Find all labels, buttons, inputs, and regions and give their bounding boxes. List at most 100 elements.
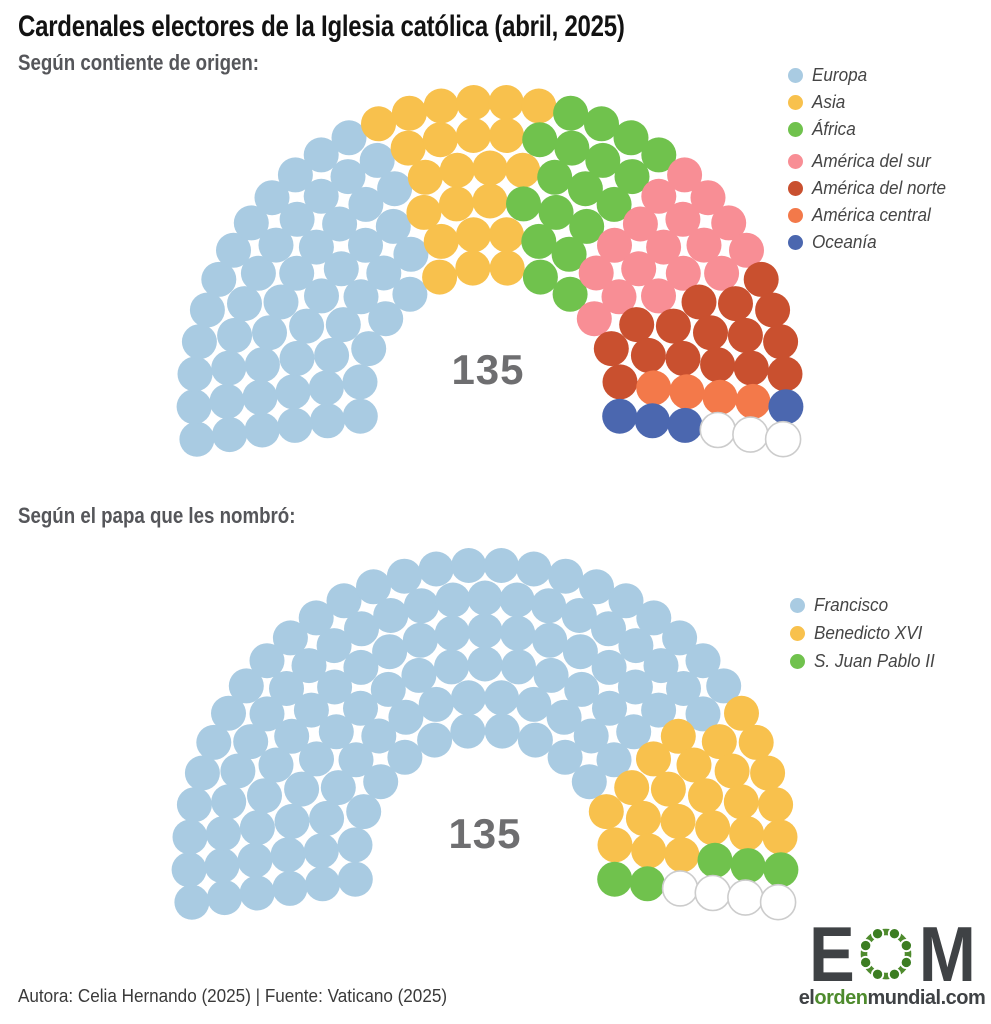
seat <box>489 250 525 286</box>
seat <box>700 347 736 383</box>
seat <box>643 648 679 684</box>
seat <box>763 324 799 360</box>
seat <box>363 764 399 800</box>
legend-item: América del sur <box>788 148 953 175</box>
seat <box>456 217 491 253</box>
seat <box>685 643 721 679</box>
legend-item: Francisco <box>790 591 941 619</box>
empty-seat <box>699 411 737 449</box>
legend-swatch-icon <box>788 95 803 110</box>
seat <box>242 379 278 415</box>
seat <box>348 186 384 222</box>
seat <box>212 417 248 453</box>
seat <box>263 284 299 320</box>
seat <box>240 255 276 291</box>
seat <box>233 724 269 760</box>
seat <box>743 261 779 297</box>
logo-ring-o-icon <box>858 927 913 981</box>
seat <box>330 159 366 195</box>
chart2-legend: Francisco Benedicto XVI S. Juan Pablo II <box>790 591 941 675</box>
seat <box>551 236 587 272</box>
seat <box>554 130 590 166</box>
legend-label: América central <box>812 205 931 225</box>
seat <box>322 206 358 242</box>
seat <box>516 686 552 722</box>
seat <box>522 122 558 158</box>
seat <box>686 227 722 263</box>
seat <box>578 255 614 291</box>
seat <box>274 718 310 754</box>
seat <box>451 680 486 716</box>
legend-label: Oceanía <box>812 232 877 252</box>
seat <box>342 398 378 434</box>
seat <box>762 819 798 855</box>
seat <box>244 412 280 448</box>
seat <box>591 649 627 685</box>
seat <box>450 713 486 749</box>
seat <box>356 569 391 605</box>
chart2-total-label: 135 <box>448 810 522 857</box>
seat <box>665 201 701 237</box>
seat <box>309 800 345 836</box>
seat <box>636 370 672 406</box>
seat <box>714 753 750 789</box>
seat <box>274 803 310 839</box>
seat <box>298 600 334 636</box>
seat <box>596 742 632 778</box>
seat <box>211 695 246 731</box>
seat <box>179 421 215 457</box>
seat <box>547 739 583 775</box>
empty-seat <box>759 883 797 921</box>
logo-letter-m: M <box>918 910 975 998</box>
seat <box>211 784 247 820</box>
seat <box>406 194 442 230</box>
seat <box>593 331 629 367</box>
legend-swatch-icon <box>790 625 805 641</box>
legend-item: África <box>788 116 953 143</box>
chart1-subtitle: Según contiente de origen: <box>18 50 260 75</box>
seat <box>171 852 207 888</box>
seat <box>484 680 519 716</box>
seat <box>390 130 426 166</box>
seat <box>331 120 367 156</box>
seat <box>201 261 237 297</box>
seat <box>650 771 686 807</box>
logo-ring-dot <box>870 967 884 981</box>
seat <box>718 286 753 322</box>
seat <box>176 389 212 425</box>
seat <box>366 255 402 291</box>
seat <box>174 884 210 920</box>
seat <box>660 803 696 839</box>
seat <box>730 848 766 884</box>
seat <box>619 307 655 343</box>
seat <box>755 292 791 328</box>
seat <box>546 699 582 735</box>
seat <box>614 159 650 195</box>
seat <box>456 85 492 120</box>
logo-domain-text: elordenmundial.com <box>794 987 990 1010</box>
legend-label: Europa <box>812 65 868 85</box>
seat <box>602 398 638 434</box>
seat <box>625 800 661 836</box>
seat <box>451 548 487 583</box>
seat <box>422 259 458 295</box>
seat <box>646 229 682 265</box>
seat <box>316 628 352 664</box>
seat <box>733 350 769 386</box>
seat <box>579 569 614 605</box>
seat <box>723 784 759 820</box>
seat <box>591 611 626 647</box>
seat <box>337 827 373 863</box>
seat <box>662 620 698 656</box>
seat <box>688 778 723 814</box>
seat <box>342 364 378 400</box>
seat <box>631 833 667 869</box>
seat <box>393 236 429 272</box>
seat <box>196 724 232 760</box>
seat <box>401 657 437 693</box>
logo-ring-dot <box>899 955 913 969</box>
seat <box>338 742 374 778</box>
seat <box>239 875 275 911</box>
seat <box>284 771 320 807</box>
seat <box>681 284 717 320</box>
